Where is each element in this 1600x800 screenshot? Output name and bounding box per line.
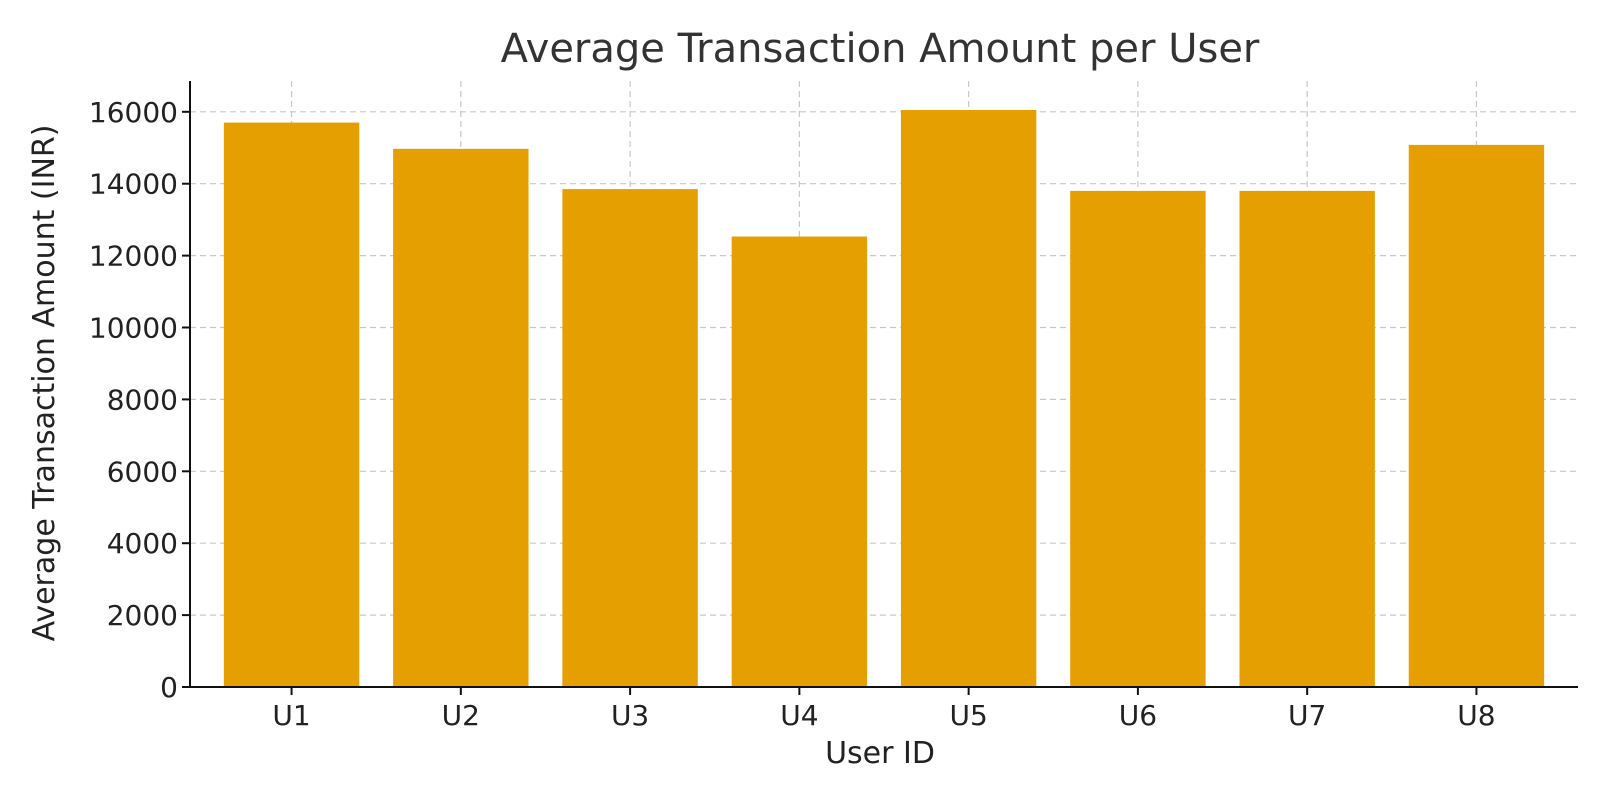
x-tick-label: U3 — [611, 699, 649, 732]
y-tick-label: 6000 — [107, 455, 178, 488]
x-tick-label: U6 — [1119, 699, 1157, 732]
x-tick-label: U7 — [1288, 699, 1326, 732]
y-ticks: 0 2000 4000 6000 8000 10000 12000 14000 16000 — [89, 96, 190, 704]
x-tick-label: U2 — [442, 699, 480, 732]
x-tick-label: U1 — [272, 699, 310, 732]
bar-u5 — [900, 110, 1037, 687]
bar-u2 — [393, 148, 529, 688]
axes — [189, 81, 1578, 688]
y-tick-label: 16000 — [89, 96, 178, 129]
bar-u1 — [223, 122, 360, 688]
x-axis-label: User ID — [825, 736, 935, 771]
bar-u7 — [1239, 190, 1375, 687]
bar-u4 — [731, 236, 868, 688]
bars — [223, 110, 1545, 688]
bar-u3 — [562, 189, 698, 687]
bar-u8 — [1408, 144, 1545, 687]
y-tick-label: 10000 — [89, 312, 178, 345]
y-tick-label: 8000 — [107, 383, 178, 416]
y-tick-label: 14000 — [89, 168, 178, 201]
y-tick-label: 12000 — [89, 240, 178, 273]
x-tick-label: U5 — [949, 699, 987, 732]
chart-title: Average Transaction Amount per User — [501, 26, 1260, 72]
y-tick-label: 2000 — [107, 599, 178, 632]
bar-u6 — [1070, 190, 1206, 687]
y-tick-label: 0 — [160, 671, 178, 704]
x-tick-label: U4 — [780, 699, 818, 732]
y-axis-label: Average Transaction Amount (INR) — [27, 125, 62, 642]
x-ticks: U1 U2 U3 U4 U5 U6 U7 U8 — [272, 687, 1496, 732]
x-tick-label: U8 — [1457, 699, 1495, 732]
y-tick-label: 4000 — [107, 527, 178, 560]
